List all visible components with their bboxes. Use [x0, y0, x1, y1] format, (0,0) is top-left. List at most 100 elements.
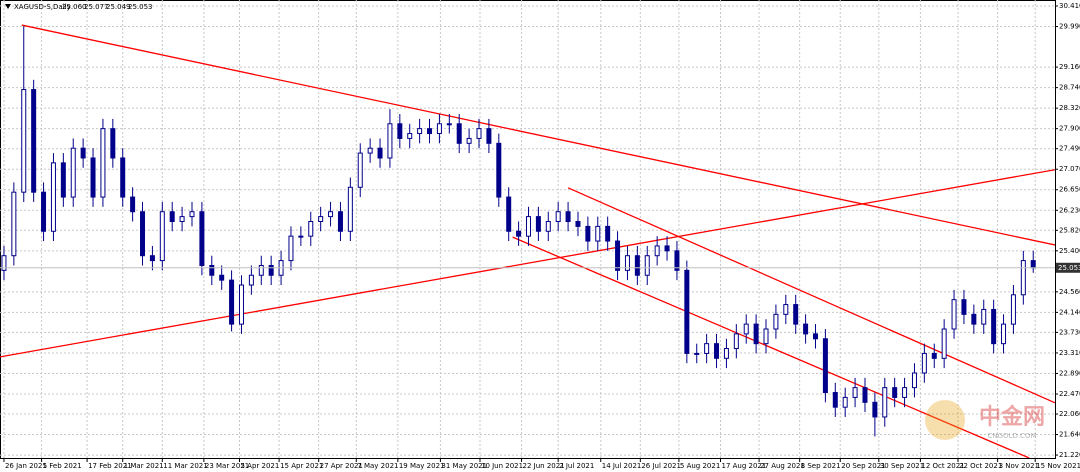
x-tick-label: 5 Apr 2021	[241, 462, 280, 470]
candle-body	[140, 211, 146, 257]
x-tick-label: 5 Aug 2021	[680, 462, 720, 470]
candle-body	[783, 304, 789, 315]
candle-body	[387, 123, 393, 159]
x-tick-label: 17 Aug 2021	[721, 462, 766, 470]
candle-body	[842, 396, 848, 408]
candle-body	[624, 255, 630, 271]
candle-body	[793, 304, 799, 325]
y-tick-label: 27.900	[1059, 125, 1080, 133]
trendline	[512, 236, 1030, 458]
candle-body	[436, 123, 442, 135]
candle-body	[664, 245, 670, 252]
candle-body	[634, 255, 640, 276]
candle-body	[80, 147, 86, 159]
y-tick-label: 25.820	[1059, 226, 1080, 234]
x-tick-label: 31 May 2021	[441, 462, 487, 470]
candle-body	[733, 333, 739, 350]
candle-body	[555, 211, 561, 222]
candle-body	[585, 225, 591, 242]
candle-body	[199, 211, 205, 266]
candle-body	[862, 387, 868, 403]
candle-body	[417, 128, 423, 135]
watermark-text: 中金网	[979, 404, 1045, 430]
x-tick-label: 17 Feb 2021	[88, 462, 132, 470]
y-tick-label: 26.230	[1059, 206, 1080, 214]
candle-body	[644, 255, 650, 276]
candle-body	[90, 157, 96, 198]
y-tick-label: 25.400	[1059, 247, 1080, 255]
candle-body	[486, 128, 492, 144]
header-open: 25.060	[62, 3, 87, 11]
header-symbol: XAGUSD-S,Daily	[14, 3, 71, 11]
candle-body	[714, 343, 720, 359]
x-tick-label: 27 Apr 2021	[320, 462, 363, 470]
candle-body	[852, 387, 858, 398]
candle-body	[981, 308, 987, 325]
trendline	[567, 187, 1055, 404]
x-tick-label: 8 Sep 2021	[801, 462, 841, 470]
candle-body	[11, 191, 17, 257]
candle-body	[822, 338, 828, 394]
candle-body	[911, 372, 917, 389]
y-tick-label: 23.310	[1059, 349, 1080, 357]
candle-body	[248, 274, 254, 286]
x-tick-label: 26 Jul 2021	[641, 462, 681, 470]
candle-body	[50, 162, 56, 232]
x-tick-label: 1 Mar 2021	[124, 462, 164, 470]
y-tick-label: 26.650	[1059, 186, 1080, 194]
candle-body	[961, 299, 967, 315]
candle-body	[941, 328, 947, 359]
y-tick-label: 22.470	[1059, 390, 1080, 398]
candle-body	[258, 264, 264, 276]
candle-body	[803, 323, 809, 335]
y-tick-label: 24.140	[1059, 308, 1080, 316]
candle-body	[347, 186, 353, 232]
candle-body	[1001, 323, 1007, 345]
y-tick-label: 29.160	[1059, 63, 1080, 71]
x-tick-label: 5 Feb 2021	[43, 462, 82, 470]
candle-body	[130, 196, 136, 213]
x-tick-label: 23 Mar 2021	[205, 462, 249, 470]
trendline	[21, 24, 1055, 246]
candle-body	[674, 250, 680, 271]
y-tick-label: 21.220	[1059, 451, 1080, 459]
candle-body	[496, 142, 502, 198]
candle-body	[70, 147, 76, 198]
candle-body	[31, 89, 37, 193]
x-tick-label: 19 May 2021	[399, 462, 445, 470]
candle-body	[753, 323, 759, 345]
last-price-box	[1056, 262, 1080, 273]
candle-body	[605, 225, 611, 242]
candle-body	[328, 211, 334, 218]
candle-body	[446, 123, 452, 126]
x-tick-label: 22 Oct 2021	[959, 462, 1002, 470]
candle-body	[288, 235, 294, 262]
candle-body	[229, 279, 235, 325]
candle-body	[268, 264, 274, 276]
candle-body	[367, 147, 373, 154]
x-tick-label: 7 May 2021	[357, 462, 398, 470]
candle-body	[456, 123, 462, 144]
candle-body	[575, 220, 581, 227]
candles	[1, 26, 1036, 437]
candle-body	[882, 387, 888, 418]
candle-body	[357, 152, 363, 188]
header-icon	[5, 4, 11, 9]
header-close: 25.053	[128, 3, 153, 11]
candle-body	[308, 220, 314, 237]
candle-body	[60, 162, 66, 198]
candle-body	[763, 328, 769, 345]
candle-body	[238, 284, 244, 325]
candle-body	[337, 211, 343, 232]
x-tick-label: 2 Jul 2021	[559, 462, 594, 470]
y-tick-label: 27.070	[1059, 165, 1080, 173]
candle-body	[179, 216, 185, 222]
candle-body	[991, 308, 997, 345]
candle-body	[723, 348, 729, 359]
x-tick-label: 30 Sep 2021	[880, 462, 924, 470]
candle-body	[921, 352, 927, 374]
candle-body	[545, 220, 551, 232]
candle-body	[149, 255, 155, 262]
candle-body	[407, 133, 413, 139]
watermark-logo	[925, 400, 965, 440]
